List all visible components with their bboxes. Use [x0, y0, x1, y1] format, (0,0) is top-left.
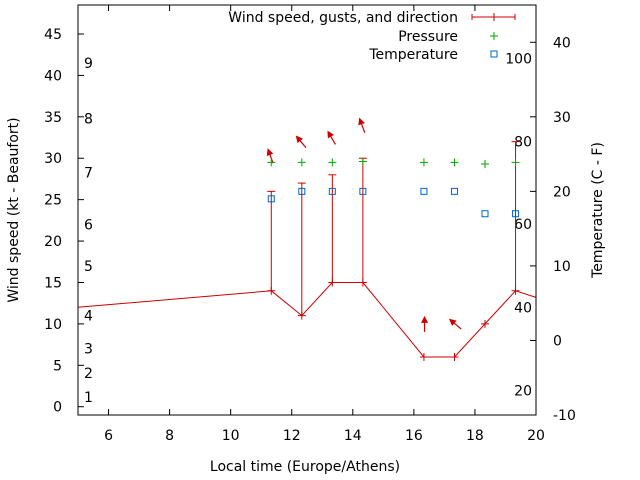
legend-label: Wind speed, gusts, and direction — [228, 10, 458, 26]
beaufort-label: 3 — [84, 342, 93, 358]
legend-label: Pressure — [398, 29, 458, 45]
wind-speed-point — [328, 278, 337, 287]
x-tick-label: 10 — [222, 428, 240, 444]
wind-speed-point — [450, 353, 459, 362]
temperature-point — [450, 187, 458, 195]
axis-ticks — [78, 5, 537, 416]
y-right-tick-label: 30 — [553, 110, 571, 126]
wind-direction-arrow — [421, 315, 429, 332]
beaufort-label: 7 — [84, 165, 93, 181]
wind-speed-point — [419, 353, 428, 362]
y-right-tick-label: 0 — [553, 333, 562, 349]
beaufort-label: 5 — [84, 259, 93, 275]
fahrenheit-label: 80 — [514, 134, 532, 150]
beaufort-label: 2 — [84, 366, 93, 382]
y-left-tick-label: 35 — [44, 110, 62, 126]
beaufort-label: 8 — [84, 111, 93, 127]
y-left-tick-label: 0 — [53, 400, 62, 416]
temperature-point — [359, 187, 367, 195]
arrow-head — [358, 117, 365, 126]
wind-speed-point — [481, 319, 490, 328]
arrow-head — [295, 135, 303, 144]
pressure-point — [419, 158, 428, 167]
fahrenheit-label: 60 — [514, 217, 532, 233]
x-tick-label: 12 — [283, 428, 301, 444]
temperature-point — [420, 187, 428, 195]
wind-speed-point — [511, 286, 520, 295]
y-left-tick-label: 5 — [53, 358, 62, 374]
tick-labels: 6 8 10 12 14 16 18 20051015202530354045-1001020… — [44, 27, 576, 444]
fahrenheit-label: 100 — [505, 52, 532, 68]
y-axis-label-right: Temperature (C - F) — [590, 142, 606, 279]
y-left-tick-label: 15 — [44, 275, 62, 291]
wind-speed-point — [297, 311, 306, 320]
y-right-tick-label: -10 — [553, 408, 576, 424]
arrow-head — [448, 318, 457, 326]
beaufort-label: 9 — [84, 56, 93, 72]
pressure-point — [297, 158, 306, 167]
wind-speed-point — [358, 278, 367, 287]
y-axis-label-left: Wind speed (kt - Beaufort) — [6, 117, 22, 302]
plot-frame — [77, 4, 537, 416]
y-right-tick-label: 40 — [553, 35, 571, 51]
pressure-point — [358, 157, 367, 166]
y-left-tick-label: 40 — [44, 68, 62, 84]
fahrenheit-label: 40 — [514, 301, 532, 317]
wind-speed-point — [267, 286, 276, 295]
x-tick-label: 20 — [527, 428, 545, 444]
wind-direction-arrow — [295, 135, 307, 149]
pressure-point — [511, 158, 520, 167]
temperature-point — [298, 187, 306, 195]
arrow-head — [421, 315, 429, 323]
y-left-tick-label: 25 — [44, 193, 62, 209]
legend-temperature-marker — [490, 50, 498, 58]
wind-direction-arrow — [266, 148, 274, 164]
series-layer — [77, 117, 537, 362]
temperature-point — [512, 210, 520, 218]
wind-direction-arrow — [327, 130, 336, 145]
x-tick-label: 18 — [466, 428, 484, 444]
legend: Wind speed, gusts, and direction Pressure… — [228, 10, 516, 63]
beaufort-label: 4 — [84, 309, 93, 325]
x-tick-label: 16 — [405, 428, 423, 444]
arrow-head — [327, 130, 334, 139]
wind-direction-arrow — [358, 117, 366, 133]
arrow-head — [266, 148, 274, 157]
beaufort-fahrenheit-labels: 1 2 3 4 5 6 7 8 9 20 40 60 80 100 — [84, 52, 532, 406]
x-tick-label: 6 — [104, 428, 113, 444]
x-axis-label: Local time (Europe/Athens) — [210, 459, 400, 475]
y-left-tick-label: 10 — [44, 317, 62, 333]
legend-label: Temperature — [368, 47, 458, 63]
y-left-tick-label: 30 — [44, 151, 62, 167]
x-tick-label: 8 — [165, 428, 174, 444]
pressure-point — [267, 158, 276, 167]
y-right-tick-label: 20 — [553, 184, 571, 200]
y-right-tick-label: 10 — [553, 259, 571, 275]
pressure-point — [450, 158, 459, 167]
temperature-point — [481, 210, 489, 218]
x-tick-label: 14 — [344, 428, 362, 444]
beaufort-label: 1 — [84, 390, 93, 406]
beaufort-label: 6 — [84, 217, 93, 233]
temperature-point — [267, 195, 275, 203]
fahrenheit-label: 20 — [514, 383, 532, 399]
legend-pressure-marker — [490, 32, 498, 40]
temperature-point — [328, 187, 336, 195]
wind-speed-line — [77, 282, 537, 358]
y-left-tick-label: 20 — [44, 234, 62, 250]
wind-direction-arrow — [448, 318, 462, 330]
pressure-point — [328, 158, 337, 167]
pressure-point — [481, 160, 490, 169]
y-left-tick-label: 45 — [44, 27, 62, 43]
